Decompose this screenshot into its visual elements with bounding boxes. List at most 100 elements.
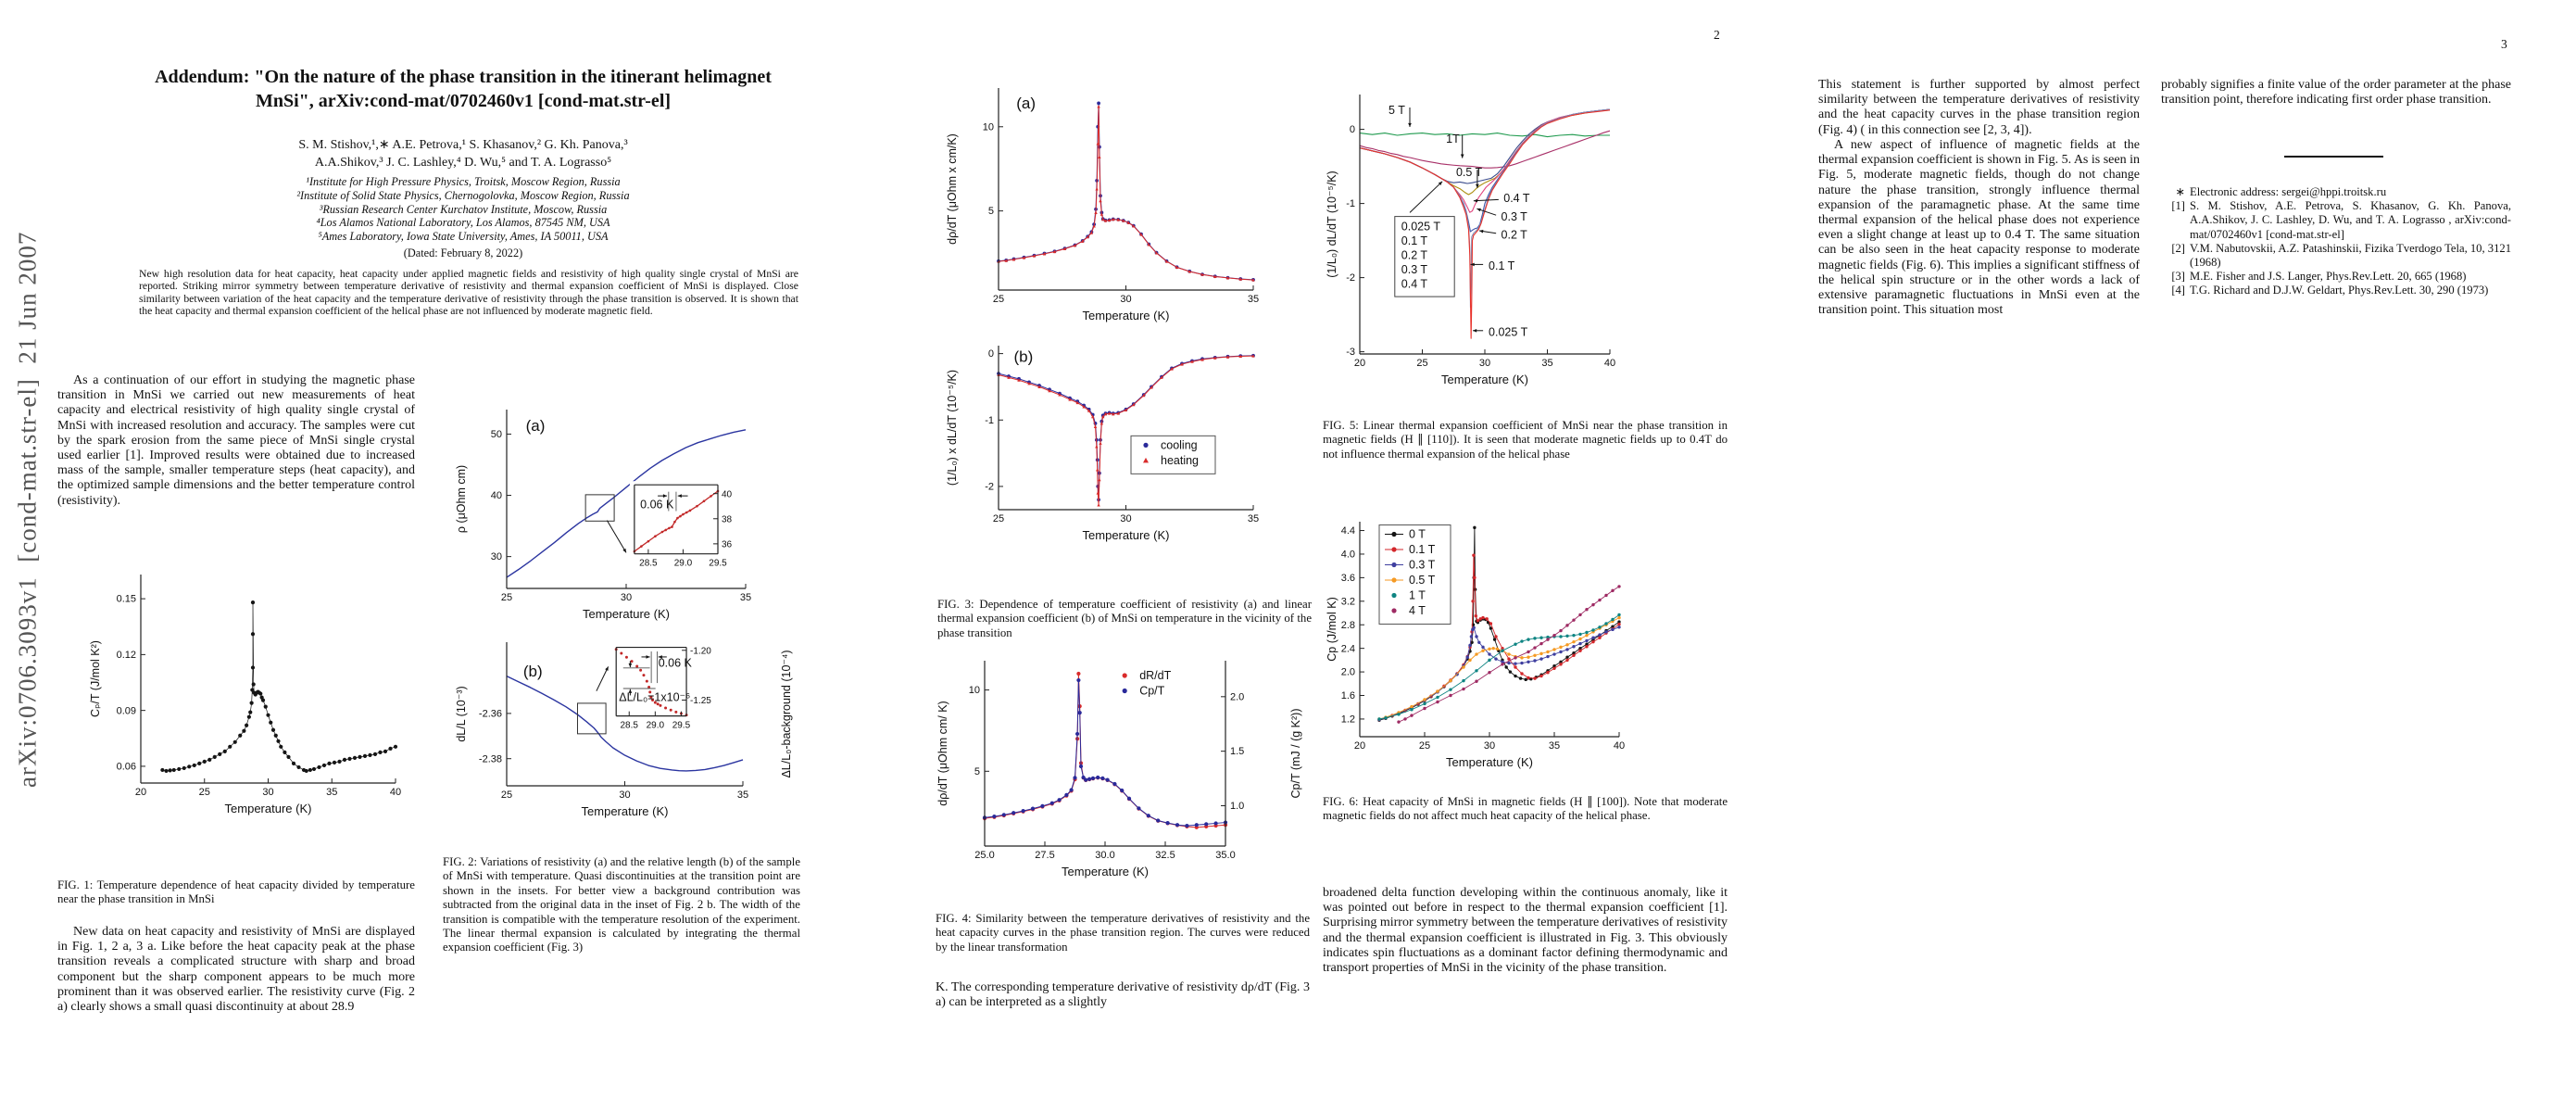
svg-text:-1: -1: [1346, 198, 1355, 209]
svg-text:0.06 K: 0.06 K: [659, 656, 693, 669]
svg-text:35: 35: [326, 787, 337, 798]
svg-text:0.06 K: 0.06 K: [640, 499, 674, 512]
svg-text:28.5: 28.5: [639, 559, 658, 569]
svg-text:-2: -2: [1346, 272, 1355, 284]
affiliation-lines: ¹Institute for High Pressure Physics, Tr…: [83, 175, 843, 244]
svg-text:2.4: 2.4: [1341, 643, 1355, 654]
svg-text:29.0: 29.0: [674, 559, 693, 569]
footnote-rule: [2284, 156, 2383, 158]
svg-text:1.5: 1.5: [1230, 746, 1244, 757]
svg-text:(b): (b): [1014, 348, 1034, 366]
svg-text:(a): (a): [1016, 95, 1036, 112]
paper-title-line2: MnSi", arXiv:cond-mat/0702460v1 [cond-ma…: [255, 91, 672, 111]
svg-text:0.4 T: 0.4 T: [1401, 278, 1428, 291]
affiliations: ¹Institute for High Pressure Physics, Tr…: [83, 175, 843, 260]
svg-text:27.5: 27.5: [1035, 850, 1054, 861]
svg-text:Temperature (K): Temperature (K): [582, 804, 669, 818]
list-line: ¹Institute for High Pressure Physics, Tr…: [306, 175, 621, 188]
svg-text:2.0: 2.0: [1341, 667, 1355, 678]
list-line: ²Institute of Solid State Physics, Chern…: [296, 188, 630, 202]
svg-text:30: 30: [262, 787, 273, 798]
svg-text:30.0: 30.0: [1095, 850, 1114, 861]
svg-text:dL/L (10⁻³): dL/L (10⁻³): [455, 686, 468, 741]
svg-text:30: 30: [491, 551, 502, 562]
svg-text:35: 35: [737, 790, 748, 801]
svg-text:25: 25: [501, 790, 512, 801]
svg-text:0 T: 0 T: [1409, 527, 1426, 540]
svg-text:25: 25: [993, 294, 1004, 305]
svg-text:(1/L₀) x dL/dT (10⁻⁵/K): (1/L₀) x dL/dT (10⁻⁵/K): [946, 370, 959, 486]
svg-text:20: 20: [1354, 358, 1365, 369]
svg-text:0.2 T: 0.2 T: [1401, 249, 1428, 262]
reference-list: ∗ Electronic address: sergei@hppi.troitsk…: [2161, 185, 2511, 298]
svg-text:Cp/T (mJ / (g K²)): Cp/T (mJ / (g K²)): [1289, 709, 1302, 799]
svg-text:29.0: 29.0: [647, 721, 665, 731]
svg-text:-1.25: -1.25: [690, 696, 711, 706]
paper-title: Addendum: "On the nature of the phase tr…: [83, 65, 843, 113]
reference-item: ∗ Electronic address: sergei@hppi.troitsk…: [2175, 185, 2387, 198]
svg-text:35: 35: [1541, 358, 1552, 369]
svg-text:0: 0: [988, 348, 994, 360]
p1-col1-paragraph1: As a continuation of our effort in study…: [57, 373, 415, 508]
svg-text:2.0: 2.0: [1230, 691, 1244, 702]
page2-number: 2: [1714, 28, 1720, 42]
p2-col1-bottom-text: K. The corresponding temperature derivat…: [936, 980, 1310, 1010]
fig1-caption: FIG. 1: Temperature dependence of heat c…: [57, 878, 415, 906]
svg-text:ΔL/L₀=1x10⁻⁶: ΔL/L₀=1x10⁻⁶: [619, 690, 690, 703]
fig1-plot: 20 25 30 35 40 0.06 0.09 0.12 0.15 Temperature (K…: [88, 556, 412, 820]
svg-text:Cₚ/T (J/mol K²): Cₚ/T (J/mol K²): [89, 640, 102, 717]
svg-text:(a): (a): [526, 417, 546, 435]
svg-text:38: 38: [722, 514, 733, 524]
svg-text:4 T: 4 T: [1409, 604, 1426, 617]
fig6-caption: FIG. 6: Heat capacity of MnSi in magneti…: [1323, 795, 1728, 823]
svg-text:ΔL/L₀-background (10⁻⁴): ΔL/L₀-background (10⁻⁴): [780, 650, 793, 777]
dated-line: (Dated: February 8, 2022): [403, 246, 523, 259]
svg-text:35: 35: [1248, 513, 1259, 524]
p3-col1-paragraph2: A new aspect of influence of magnetic fi…: [1818, 138, 2140, 318]
svg-text:0.2 T: 0.2 T: [1502, 228, 1528, 241]
fig3a-plot: 25 30 35 5 10 Temperature (K) dρ/dT (μOhm x cm…: [945, 79, 1311, 338]
svg-text:25: 25: [501, 592, 512, 603]
svg-text:35.0: 35.0: [1215, 850, 1235, 861]
authors-line2: A.A.Shikov,³ J. C. Lashley,⁴ D. Wu,⁵ and…: [314, 156, 612, 170]
fig5-plot: 20 25 30 35 40 0 -1 -2 -3 Temperature (K) (1/L₀) d…: [1325, 56, 1630, 408]
svg-text:Cp (J/mol K): Cp (J/mol K): [1326, 597, 1338, 661]
svg-text:-1.20: -1.20: [690, 646, 711, 656]
fig2b-plot: 25 30 35 -2.36 -2.38 Temperature (K) dL/L (10⁻…: [454, 635, 797, 825]
svg-text:2.8: 2.8: [1341, 620, 1355, 631]
svg-text:3.6: 3.6: [1341, 573, 1355, 584]
svg-text:(b): (b): [523, 663, 543, 680]
svg-text:dρ/dT (μOhm x cm/K): dρ/dT (μOhm x cm/K): [946, 133, 959, 245]
authors-line1: S. M. Stishov,¹,∗ A.E. Petrova,¹ S. Khas…: [298, 138, 628, 152]
svg-text:Temperature (K): Temperature (K): [1083, 528, 1170, 542]
svg-text:heating: heating: [1161, 454, 1199, 467]
svg-text:-2.36: -2.36: [479, 708, 502, 719]
svg-text:0.1 T: 0.1 T: [1489, 259, 1515, 272]
svg-text:25: 25: [993, 513, 1004, 524]
svg-text:0.3 T: 0.3 T: [1502, 210, 1528, 223]
svg-text:Temperature (K): Temperature (K): [225, 802, 312, 815]
fig3b-plot: 25 30 35 0 -1 -2 Temperature (K) (1/L₀) x dL/dT…: [945, 338, 1311, 556]
svg-text:0: 0: [1350, 124, 1355, 135]
svg-text:29.5: 29.5: [672, 721, 691, 731]
svg-text:1T: 1T: [1446, 133, 1460, 145]
svg-text:25: 25: [1416, 358, 1427, 369]
svg-text:35: 35: [1549, 740, 1560, 752]
svg-text:-3: -3: [1346, 347, 1355, 358]
svg-text:35: 35: [740, 592, 751, 603]
paper-title-line1: Addendum: "On the nature of the phase tr…: [155, 67, 772, 87]
svg-text:10: 10: [969, 685, 980, 696]
svg-text:30: 30: [619, 790, 630, 801]
svg-text:(1/L₀) dL/dT (10⁻⁵/K): (1/L₀) dL/dT (10⁻⁵/K): [1326, 171, 1338, 277]
svg-text:10: 10: [983, 121, 994, 133]
fig2-caption: FIG. 2: Variations of resistivity (a) an…: [443, 855, 800, 954]
svg-text:40: 40: [1614, 740, 1625, 752]
svg-text:0.09: 0.09: [117, 705, 136, 716]
svg-text:-1: -1: [985, 415, 994, 426]
svg-text:40: 40: [722, 489, 733, 499]
svg-text:0.12: 0.12: [117, 650, 136, 661]
svg-text:25.0: 25.0: [974, 850, 994, 861]
list-line: ³Russian Research Center Kurchatov Insti…: [319, 202, 608, 216]
list-line: ⁴Los Alamos National Laboratory, Los Ala…: [316, 216, 610, 230]
